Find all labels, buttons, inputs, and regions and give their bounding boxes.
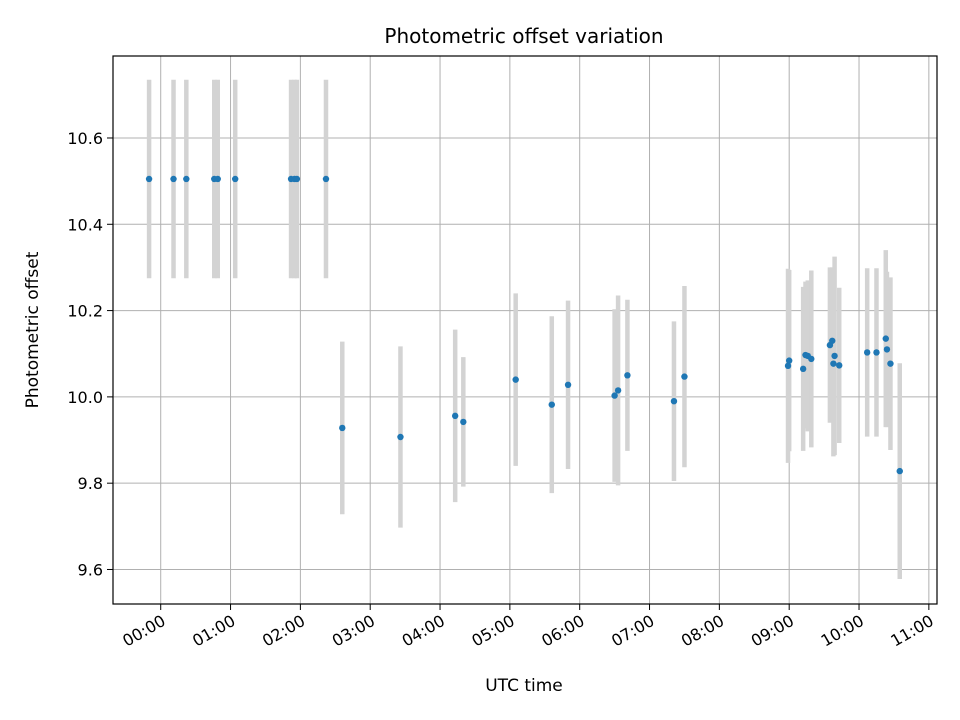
- data-point: [145, 175, 153, 183]
- data-point: [624, 372, 631, 379]
- data-point: [836, 362, 843, 369]
- data-point: [831, 352, 838, 360]
- y-axis-title: Photometric offset: [23, 251, 43, 408]
- y-tick-label: 10.4: [67, 215, 103, 234]
- data-point: [887, 360, 894, 367]
- data-point: [611, 392, 618, 399]
- data-point: [460, 418, 467, 426]
- y-tick-label: 10.6: [67, 129, 103, 148]
- data-point: [896, 467, 903, 475]
- data-point: [614, 387, 622, 394]
- data-point: [339, 424, 346, 432]
- plot-frame: [112, 55, 938, 605]
- data-point: [883, 346, 891, 353]
- x-axis-title: UTC time: [485, 676, 563, 696]
- grid: [113, 56, 937, 604]
- data-point: [183, 175, 190, 183]
- data-point: [785, 357, 793, 364]
- y-tick-label: 9.6: [78, 560, 103, 579]
- data-point: [397, 433, 404, 441]
- data-point: [882, 335, 889, 342]
- data-point: [808, 355, 815, 363]
- data-points: [145, 175, 903, 475]
- data-point: [830, 360, 837, 367]
- data-point: [512, 376, 519, 383]
- y-tick-label: 10.0: [67, 388, 103, 407]
- data-point: [322, 175, 330, 183]
- data-point: [681, 373, 688, 380]
- y-tick-label: 9.8: [78, 474, 103, 493]
- data-point: [829, 337, 836, 344]
- data-point: [214, 175, 221, 183]
- data-point: [799, 365, 807, 373]
- data-point: [670, 397, 678, 405]
- data-point: [564, 381, 572, 388]
- y-axis: 9.6 9.8 10.0 10.2 10.4 10.6: [67, 129, 113, 579]
- data-point: [784, 362, 792, 370]
- data-point: [451, 412, 459, 420]
- data-point: [170, 175, 177, 183]
- data-point: [863, 349, 871, 356]
- y-tick-label: 10.2: [67, 302, 103, 321]
- data-point: [548, 401, 555, 408]
- data-point: [232, 175, 239, 183]
- data-point: [873, 349, 880, 356]
- data-point: [293, 175, 301, 183]
- chart-title: Photometric offset variation: [384, 24, 663, 48]
